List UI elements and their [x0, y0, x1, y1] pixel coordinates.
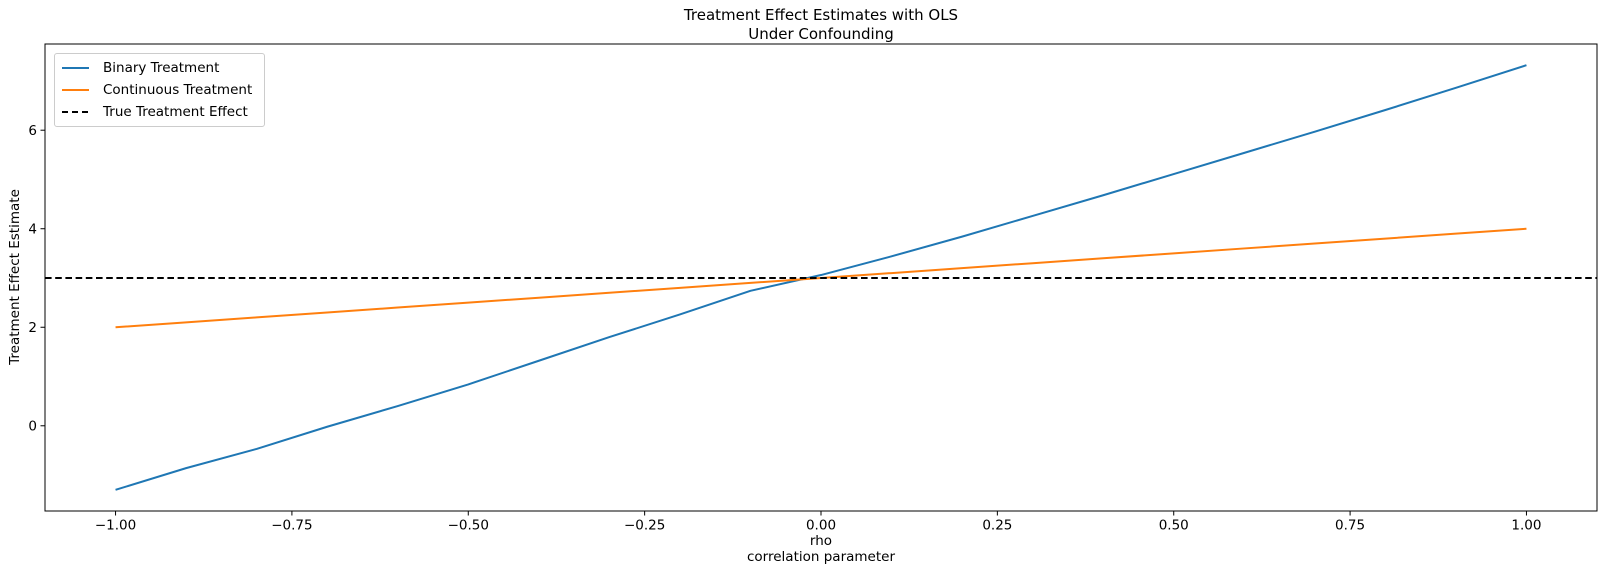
y-axis-label: Treatment Effect Estimate [7, 189, 23, 365]
x-tick-label: 1.00 [1511, 518, 1541, 534]
y-tick-label: 4 [28, 221, 37, 237]
x-tick-label: −0.75 [271, 518, 312, 534]
y-tick-label: 2 [28, 320, 37, 336]
legend-label: True Treatment Effect [103, 104, 248, 120]
series-binary-treatment [115, 64, 1527, 491]
x-tick-label: 0.50 [1159, 518, 1189, 534]
y-tick-label: 6 [28, 123, 37, 139]
legend-line-sample-binary [62, 67, 89, 69]
legend-item-binary-treatment: Binary Treatment [62, 61, 252, 75]
x-tick-label: 0.75 [1335, 518, 1365, 534]
x-tick-label: 0.25 [982, 518, 1012, 534]
x-tick-label: −0.50 [448, 518, 489, 534]
y-tick-label: 0 [28, 418, 37, 434]
legend-line-sample-continuous [62, 89, 89, 91]
legend-item-true-treatment-effect: True Treatment Effect [62, 105, 252, 119]
legend: Binary Treatment Continuous Treatment Tr… [54, 53, 266, 127]
legend-item-continuous-treatment: Continuous Treatment [62, 83, 252, 97]
x-tick-label: 0.00 [806, 518, 836, 534]
chart-title: Treatment Effect Estimates with OLS Unde… [683, 6, 959, 43]
x-tick-label: −0.25 [624, 518, 665, 534]
x-axis-label: rho correlation parameter [747, 533, 895, 565]
legend-label: Continuous Treatment [103, 82, 253, 98]
x-tick-label: −1.00 [95, 518, 136, 534]
legend-label: Binary Treatment [103, 60, 220, 76]
legend-line-sample-true-effect [62, 111, 89, 113]
